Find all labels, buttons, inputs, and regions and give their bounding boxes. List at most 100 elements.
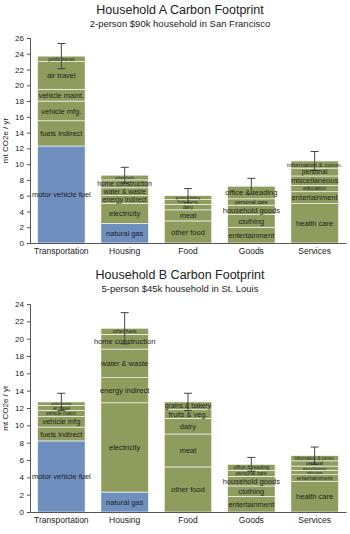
bar-segment (101, 188, 148, 196)
y-tick-mark (27, 512, 30, 513)
y-tick-label: 6 (20, 192, 25, 201)
error-bar-cap (184, 393, 192, 394)
y-tick-mark (27, 460, 30, 461)
x-tick-label: Transportation (34, 515, 89, 525)
error-bar-cap (57, 393, 65, 394)
segment-label: entertainment (228, 231, 275, 240)
y-tick-mark (27, 227, 30, 228)
y-axis-title: mt CO2e / yr (1, 385, 10, 431)
bar-segment (291, 204, 338, 243)
bar-segment (38, 89, 85, 101)
x-tick-label: Transportation (34, 246, 89, 256)
x-tick: Housing (109, 512, 140, 525)
y-tick: 14 (15, 387, 30, 396)
segment-label: motor vehicle fuel (32, 190, 91, 199)
x-tick: Services (298, 243, 331, 256)
error-bar-cap (57, 43, 65, 44)
segment-label: dairy (180, 422, 197, 431)
y-tick-label: 4 (20, 473, 25, 482)
y-tick-mark (27, 196, 30, 197)
bar-segment (101, 196, 148, 204)
y-tick: 16 (15, 369, 30, 378)
segment-label: entertainment (297, 475, 333, 481)
y-tick-label: 10 (15, 421, 24, 430)
x-tick-label: Services (298, 246, 331, 256)
y-tick-label: 8 (20, 439, 25, 448)
y-tick-label: 10 (15, 160, 24, 169)
bar-segment (164, 418, 211, 434)
title: Household B Carbon Footprint (96, 268, 265, 282)
segment-label: education (307, 471, 323, 475)
bar-segment (228, 470, 275, 476)
y-tick-label: 14 (15, 387, 24, 396)
segment-label: miscellaneous (303, 467, 326, 471)
segment-label: entertainment (292, 193, 339, 202)
segment-label: personal care (235, 199, 267, 205)
error-bar-cap (121, 167, 129, 168)
x-tick: Housing (109, 243, 140, 256)
y-tick-label: 26 (15, 34, 24, 43)
segment-label: dairy (183, 205, 194, 210)
y-tick: 0 (20, 239, 30, 248)
segment-label: other food (171, 228, 205, 237)
segment-label: household goods (223, 206, 280, 215)
x-tick: Goods (239, 243, 264, 256)
bar-segment (291, 456, 338, 461)
segment-label: information & comm. (287, 162, 342, 168)
segment-label: other fuels (113, 328, 137, 334)
segment-label: vehicle maint. (38, 91, 84, 100)
bar-segment (164, 196, 211, 200)
bar-segment (228, 486, 275, 496)
subtitle: 2-person $90k household in San Francisco (90, 18, 271, 29)
y-tick-mark (27, 408, 30, 409)
x-tick-label: Food (178, 246, 198, 256)
segment-label: education (303, 185, 326, 191)
segment-label: grains & bakery (176, 196, 201, 200)
bar-segment (38, 101, 85, 121)
y-tick-label: 0 (20, 239, 25, 248)
x-tick-label: Housing (109, 246, 140, 256)
y-tick-label: 16 (15, 369, 24, 378)
bar-segment (101, 349, 148, 378)
bar-segment (38, 417, 85, 427)
chart: Household B Carbon Footprint5-person $45… (1, 268, 347, 525)
y-tick: 20 (15, 81, 30, 90)
x-tick-label: Goods (239, 246, 264, 256)
y-tick: 12 (15, 404, 30, 413)
y-tick: 18 (15, 97, 30, 106)
x-axis: Transportation Housing Food Goods Services (31, 512, 347, 525)
bar-segment (164, 434, 211, 467)
segment-label: air travel (47, 71, 76, 80)
bar-segment (164, 204, 211, 210)
x-tick: Food (178, 512, 198, 525)
x-tick: Goods (239, 512, 264, 525)
segment-label: clothing (238, 487, 264, 496)
segment-label: health care (296, 219, 333, 228)
error-bar-cap (311, 447, 319, 448)
y-tick-label: 0 (20, 508, 25, 517)
chart: Household A Carbon Footprint2-person $90… (1, 3, 347, 256)
bar-segment (164, 467, 211, 512)
segment-label: water & waste (100, 359, 148, 368)
bar-segment (291, 461, 338, 466)
segment-label: fuels indirect (40, 129, 83, 138)
y-tick-mark (27, 304, 30, 305)
y-tick-mark (27, 243, 30, 244)
x-axis-line (31, 512, 347, 513)
y-tick: 2 (20, 223, 30, 232)
y-tick: 4 (20, 208, 30, 217)
bar-segment (101, 492, 148, 512)
segment-label: health care (296, 492, 333, 501)
segment-label: miscellaneous (291, 176, 339, 185)
x-tick-label: Housing (109, 515, 140, 525)
y-tick-label: 12 (15, 404, 24, 413)
y-tick: 16 (15, 113, 30, 122)
plot-area (38, 44, 339, 243)
y-tick-mark (27, 425, 30, 426)
bar-segment (291, 176, 338, 185)
x-tick: Services (298, 512, 331, 525)
error-bar-cap (311, 151, 319, 152)
x-axis: Transportation Housing Food Goods Services (31, 243, 347, 256)
segment-label: electricity (109, 209, 141, 218)
y-tick-label: 12 (15, 144, 24, 153)
